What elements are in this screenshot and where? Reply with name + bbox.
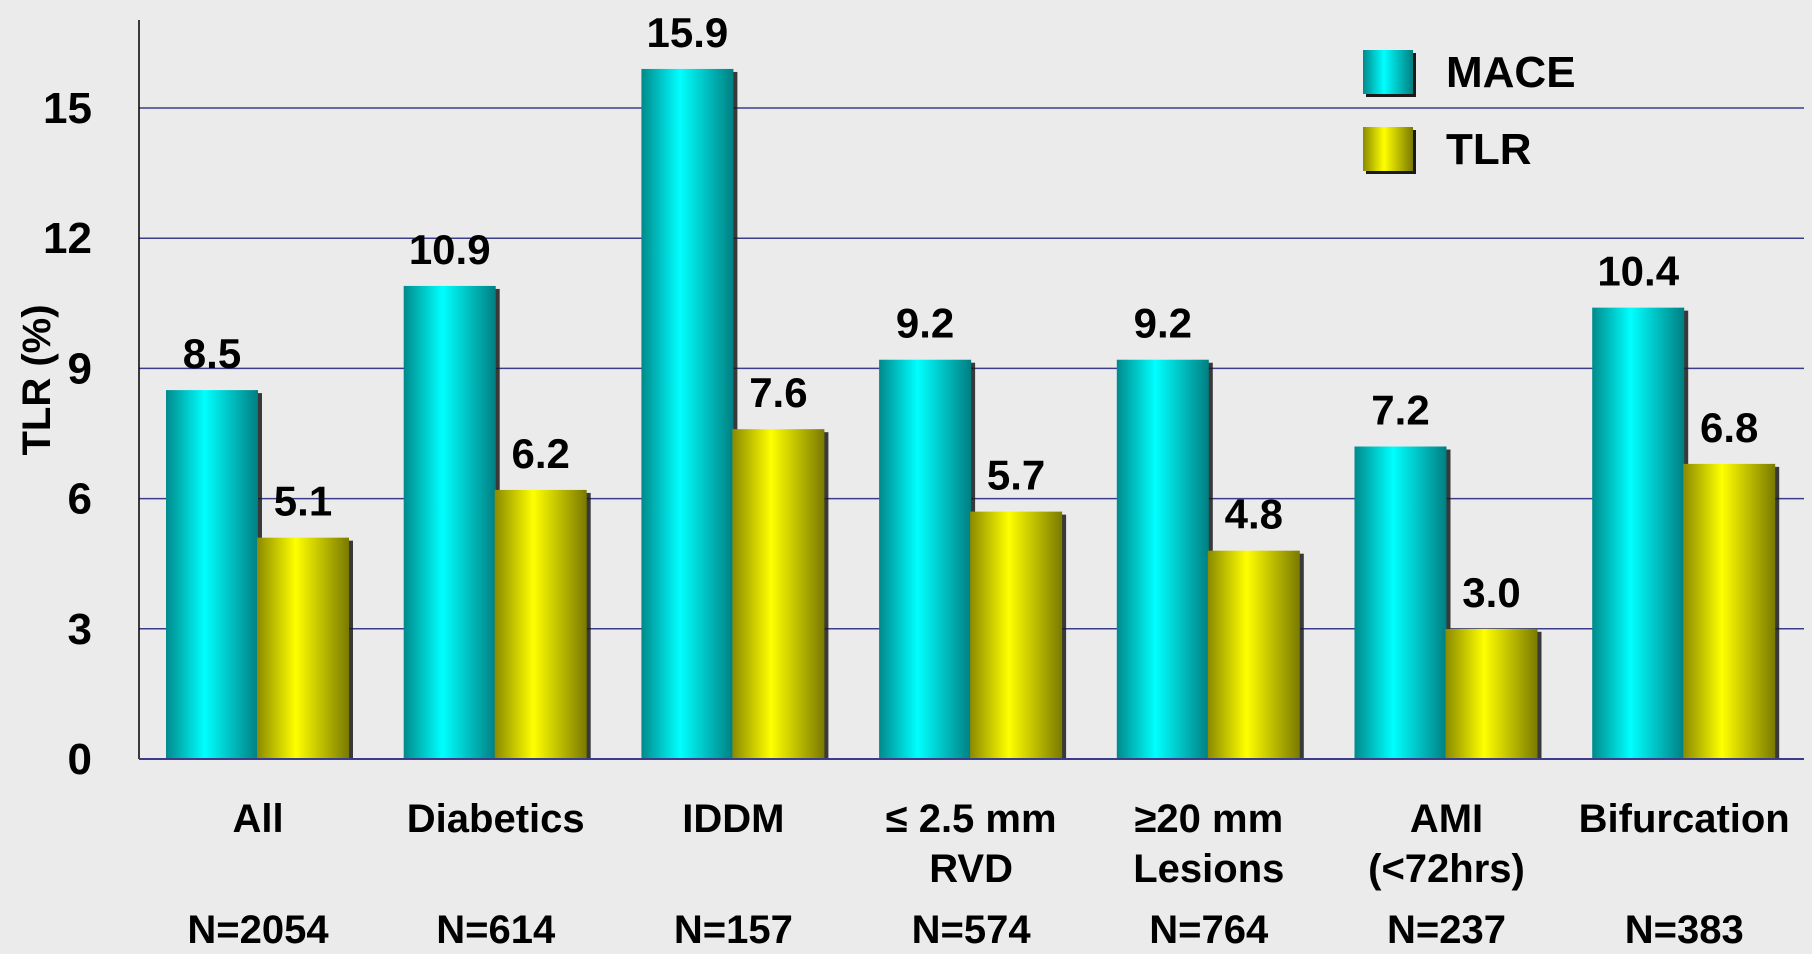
sample-size-label: N=237 [1387, 908, 1506, 949]
sample-size-label: N=614 [436, 908, 556, 949]
x-tick-label: AMI [1410, 797, 1483, 841]
data-label: 4.8 [1225, 491, 1283, 538]
bars [166, 68, 1780, 759]
data-label: 9.2 [896, 300, 954, 347]
y-tick-label: 12 [43, 214, 92, 263]
bar-mace-6 [1592, 307, 1685, 759]
x-tick-label: Bifurcation [1579, 797, 1790, 841]
bar-tlr-5 [1445, 628, 1538, 759]
data-label: 5.1 [274, 478, 332, 525]
x-tick-label: All [232, 797, 283, 841]
bar-mace-2 [641, 68, 734, 759]
y-tick-label: 0 [68, 735, 92, 784]
data-label: 10.9 [409, 226, 491, 273]
x-tick-label: ≤ 2.5 mm [886, 797, 1057, 841]
sample-size-label: N=574 [912, 908, 1032, 949]
data-label: 7.2 [1371, 387, 1429, 434]
data-label: 5.7 [987, 452, 1045, 499]
bar-mace-5 [1354, 446, 1447, 759]
x-tick-label: (<72hrs) [1368, 847, 1525, 891]
y-tick-label: 3 [68, 605, 92, 654]
bar-mace-3 [879, 359, 972, 759]
bar-mace-0 [166, 390, 258, 759]
sample-size-label: N=764 [1149, 908, 1269, 949]
x-tick-label: Lesions [1133, 847, 1284, 891]
legend-label: MACE [1446, 48, 1576, 97]
y-tick-label: 15 [43, 84, 92, 133]
x-tick-label: ≥20 mm [1134, 797, 1283, 841]
chart-labels: TLR (%) 0 3 6 9 12 15 8.5 5.1 All N=2054 10.9 6.2 Di… [15, 9, 1790, 952]
legend: MACE TLR [1363, 48, 1576, 174]
data-label: 10.4 [1597, 248, 1679, 295]
legend-label: TLR [1446, 125, 1532, 174]
data-label: 8.5 [183, 330, 241, 377]
bar-tlr-6 [1683, 463, 1776, 759]
x-tick-label: IDDM [682, 797, 784, 841]
bar-tlr-0 [257, 537, 349, 759]
y-axis-title: TLR (%) [15, 304, 59, 455]
y-tick-label: 6 [68, 475, 92, 524]
y-tick-label: 9 [68, 344, 92, 393]
data-label: 3.0 [1462, 569, 1520, 616]
bar-mace-1 [403, 285, 496, 759]
bar-tlr-4 [1207, 550, 1300, 759]
data-label: 6.8 [1700, 404, 1758, 451]
data-label: 7.6 [749, 369, 807, 416]
sample-size-label: N=2054 [187, 908, 329, 949]
bar-tlr-1 [494, 489, 587, 759]
x-tick-label: Diabetics [407, 797, 585, 841]
legend-swatch-tlr [1363, 127, 1413, 171]
bar-tlr-3 [970, 511, 1063, 759]
data-label: 15.9 [647, 9, 729, 56]
data-label: 6.2 [512, 430, 570, 477]
axes [138, 20, 1804, 760]
bar-mace-4 [1116, 359, 1209, 759]
bar-tlr-2 [732, 429, 825, 759]
sample-size-label: N=157 [674, 908, 793, 949]
legend-swatch-mace [1363, 50, 1413, 94]
sample-size-label: N=383 [1625, 908, 1744, 949]
x-tick-label: RVD [929, 847, 1013, 891]
data-label: 9.2 [1134, 300, 1192, 347]
